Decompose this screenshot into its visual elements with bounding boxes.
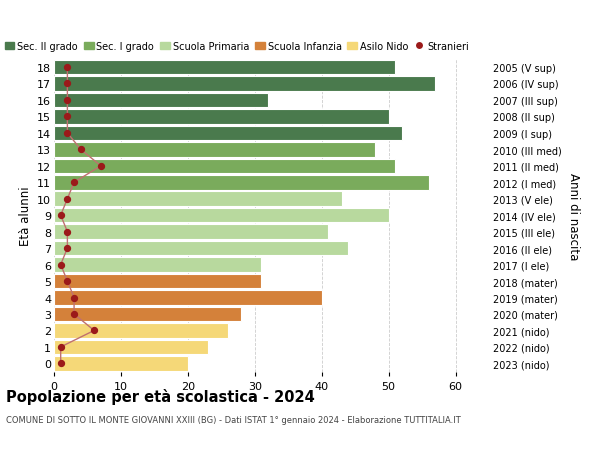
Bar [54,274,262,289]
Point [62,229,72,236]
Point [62,81,72,88]
Point [56,360,65,367]
Point [56,212,65,219]
Bar [54,208,389,223]
Bar [54,356,188,371]
Point [62,245,72,252]
Text: Popolazione per età scolastica - 2024: Popolazione per età scolastica - 2024 [6,388,315,404]
Point [62,64,72,72]
Point [96,163,106,170]
Bar [54,340,208,354]
Bar [54,241,349,256]
Point [62,130,72,137]
Bar [54,77,436,91]
Point [69,311,79,318]
Bar [54,307,241,321]
Bar [54,110,389,124]
Point [62,97,72,104]
Point [89,327,99,335]
Text: COMUNE DI SOTTO IL MONTE GIOVANNI XXIII (BG) - Dati ISTAT 1° gennaio 2024 - Elab: COMUNE DI SOTTO IL MONTE GIOVANNI XXIII … [6,415,461,425]
Bar [54,225,328,240]
Point [69,294,79,302]
Bar [54,143,375,157]
Bar [54,291,322,305]
Point [62,196,72,203]
Bar [54,159,395,174]
Y-axis label: Anni di nascita: Anni di nascita [568,172,580,259]
Y-axis label: Età alunni: Età alunni [19,186,32,246]
Bar [54,258,262,272]
Bar [54,324,228,338]
Point [62,113,72,121]
Point [62,278,72,285]
Bar [54,126,402,141]
Bar [54,61,395,75]
Point [56,261,65,269]
Legend: Sec. II grado, Sec. I grado, Scuola Primaria, Scuola Infanzia, Asilo Nido, Stran: Sec. II grado, Sec. I grado, Scuola Prim… [5,42,469,52]
Bar [54,192,342,207]
Point [76,146,86,154]
Bar [54,94,268,108]
Bar [54,176,429,190]
Point [56,343,65,351]
Point [69,179,79,186]
